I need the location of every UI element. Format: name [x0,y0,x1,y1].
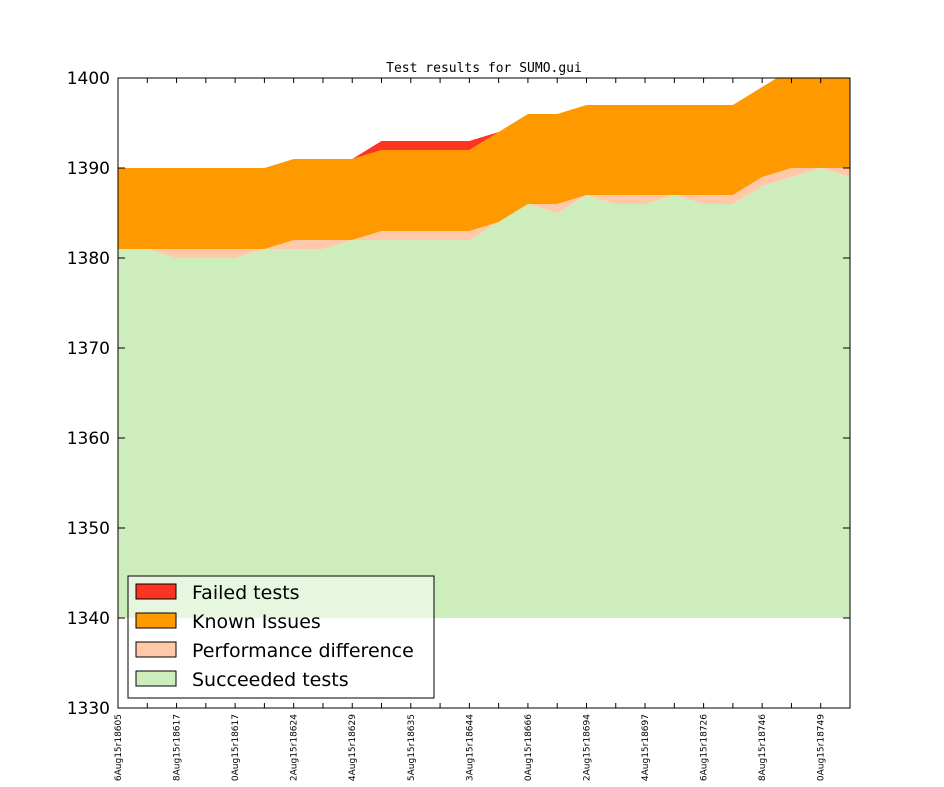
x-tick-label: 2Aug15r18694 [582,714,592,781]
y-tick-label: 1350 [67,519,110,539]
y-tick-label: 1340 [67,609,110,629]
legend-swatch [135,670,177,687]
y-tick-label: 1380 [67,249,110,269]
legend-entries: Failed tests Known Issues Performance diff… [135,582,414,691]
y-tick-label: 1330 [67,699,110,719]
legend: Failed tests Known Issues Performance diff… [127,575,435,699]
x-tick-label: 4Aug15r18697 [641,714,651,781]
x-tick-label: 6Aug15r18726 [700,714,710,781]
chart-title: Test results for SUMO.gui [386,61,582,76]
legend-label: Failed tests [192,582,300,604]
x-tick-label: 3Aug15r18644 [465,714,475,781]
x-tick-label: 6Aug15r18605 [114,714,124,781]
legend-label: Succeeded tests [192,669,349,691]
plot-frame [117,77,851,709]
x-tick-label: 0Aug15r18617 [231,714,241,781]
legend-label: Known Issues [192,611,321,633]
legend-box [127,575,435,699]
x-tick-label: 0Aug15r18666 [524,714,534,781]
y-axis: 1330 1340 1350 1360 1370 1380 1390 1400 [67,69,850,719]
x-tick-label: 8Aug15r18746 [758,714,768,781]
stacked-areas [118,78,850,618]
legend-label: Performance difference [192,640,414,662]
legend-swatch [135,641,177,658]
y-tick-label: 1370 [67,339,110,359]
area-known-issues [118,78,850,249]
y-tick-label: 1390 [67,159,110,179]
y-tick-label: 1400 [67,69,110,89]
x-tick-label: 4Aug15r18629 [348,714,358,781]
legend-swatch [135,583,177,600]
x-tick-label: 0Aug15r18749 [817,714,827,781]
y-tick-label: 1360 [67,429,110,449]
x-tick-label: 8Aug15r18617 [173,714,183,781]
x-tick-label: 5Aug15r18635 [407,714,417,781]
area-succeeded-tests [118,168,850,618]
x-axis: 6Aug15r18605 8Aug15r18617 0Aug15r18617 2Aug… [114,78,851,781]
legend-swatch [135,612,177,629]
x-tick-label: 2Aug15r18624 [290,714,300,781]
